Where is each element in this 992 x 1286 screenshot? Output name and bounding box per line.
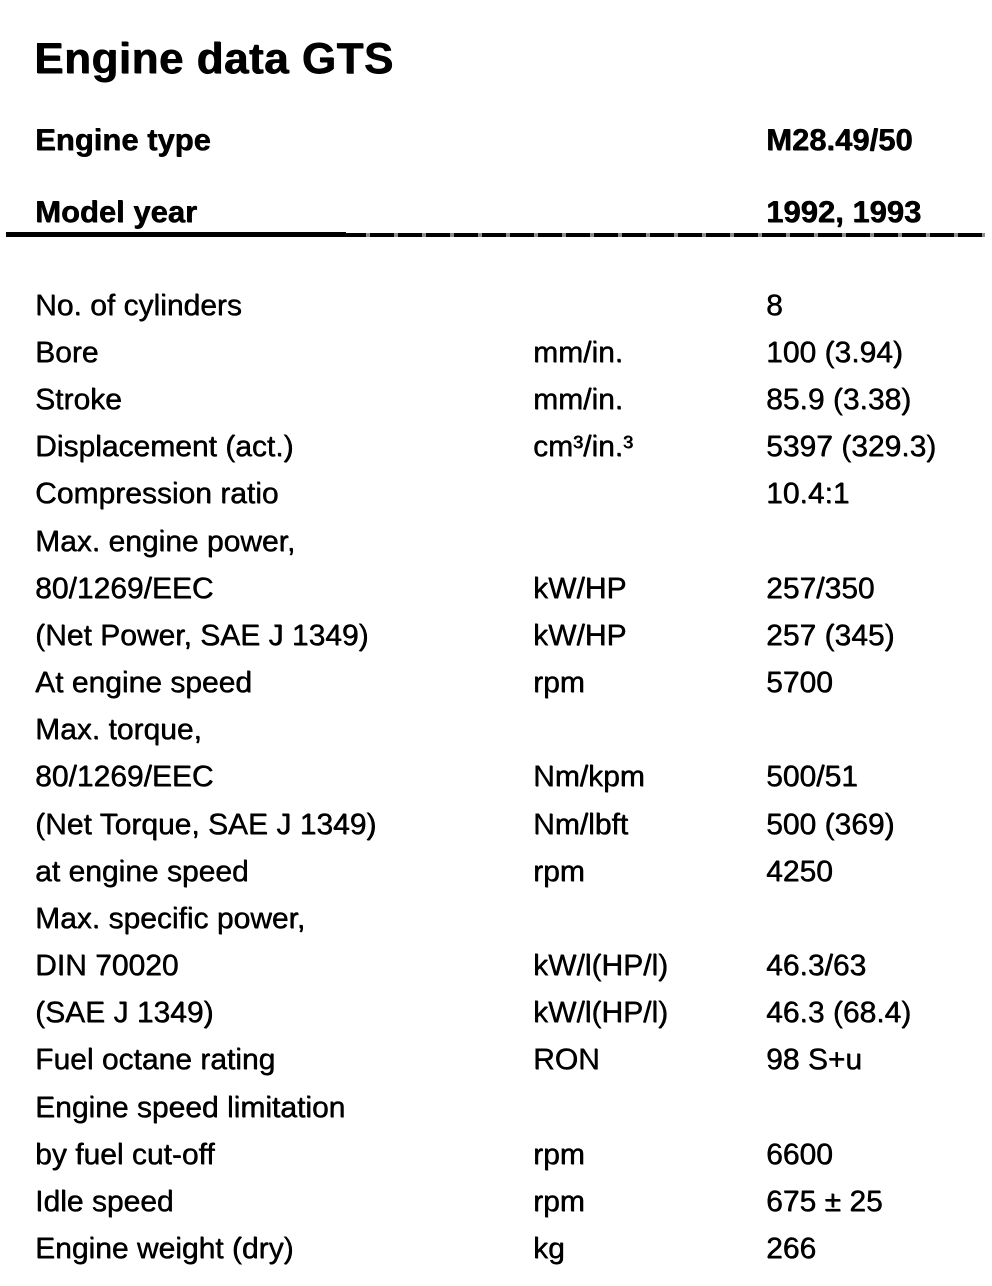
spec-unit: rpm [533,666,585,699]
spec-row: (Net Power, SAE J 1349) kW/HP 257 (345) [35,619,982,661]
spec-row: Max. engine power, [35,525,982,567]
spec-unit: rpm [533,855,585,888]
spec-unit: kg [533,1232,565,1265]
spec-unit: cm³/in.³ [533,430,633,463]
spec-label: (SAE J 1349) [35,996,214,1029]
spec-row: Bore mm/in. 100 (3.94) [35,336,982,378]
spec-row: 80/1269/EEC kW/HP 257/350 [35,572,982,614]
spec-value: 100 (3.94) [766,336,903,369]
spec-label: No. of cylinders [35,289,242,322]
divider-rule [6,233,985,237]
spec-row: (Net Torque, SAE J 1349) Nm/lbft 500 (36… [35,808,982,850]
spec-label: Bore [35,336,99,369]
spec-label: 80/1269/EEC [35,572,214,605]
spec-label: Max. specific power, [35,902,306,935]
spec-row: Max. torque, [35,713,982,755]
spec-unit: mm/in. [533,383,623,416]
spec-row: Max. specific power, [35,902,982,944]
spec-label: (Net Torque, SAE J 1349) [35,808,377,841]
spec-row: at engine speed rpm 4250 [35,855,982,897]
spec-row: Idle speed rpm 675 ± 25 [35,1185,982,1227]
engine-type-label: Engine type [35,122,211,157]
page-title: Engine data GTS [34,34,394,83]
spec-label: Displacement (act.) [35,430,294,463]
spec-unit: kW/l(HP/l) [533,949,668,982]
spec-unit: rpm [533,1185,585,1218]
spec-value: 98 S+u [766,1043,862,1076]
spec-value: 46.3 (68.4) [766,996,912,1029]
spec-value: 85.9 (3.38) [766,383,912,416]
spec-value: 8 [766,289,783,322]
model-year-row: Model year 1992, 1993 [35,194,982,234]
model-year-label: Model year [35,194,197,229]
spec-label: At engine speed [35,666,252,699]
spec-value: 6600 [766,1138,833,1171]
spec-row: Displacement (act.) cm³/in.³ 5397 (329.3… [35,430,982,472]
spec-value: 5397 (329.3) [766,430,937,463]
spec-value: 500 (369) [766,808,895,841]
spec-label: Idle speed [35,1185,174,1218]
engine-type-row: Engine type M28.49/50 [35,122,982,162]
spec-label: Stroke [35,383,122,416]
spec-row: Stroke mm/in. 85.9 (3.38) [35,383,982,425]
spec-unit: kW/l(HP/l) [533,996,668,1029]
spec-row: Compression ratio 10.4:1 [35,477,982,519]
spec-value: 266 [766,1232,817,1265]
spec-row: DIN 70020 kW/l(HP/l) 46.3/63 [35,949,982,991]
spec-unit: kW/HP [533,619,627,652]
spec-unit: Nm/kpm [533,760,645,793]
spec-value: 10.4:1 [766,477,850,510]
spec-unit: kW/HP [533,572,627,605]
spec-unit: rpm [533,1138,585,1171]
spec-value: 500/51 [766,760,858,793]
spec-label: Max. torque, [35,713,202,746]
spec-row: No. of cylinders 8 [35,289,982,331]
spec-value: 5700 [766,666,833,699]
spec-unit: Nm/lbft [533,808,629,841]
spec-value: 675 ± 25 [766,1185,883,1218]
spec-label: 80/1269/EEC [35,760,214,793]
divider-rule-accent [6,232,346,237]
spec-label: by fuel cut-off [35,1138,215,1171]
spec-label: at engine speed [35,855,249,888]
spec-label: Fuel octane rating [35,1043,276,1076]
spec-value: 4250 [766,855,833,888]
spec-unit: mm/in. [533,336,623,369]
spec-label: Engine weight (dry) [35,1232,294,1265]
spec-label: DIN 70020 [35,949,179,982]
spec-value: 257/350 [766,572,875,605]
spec-row: Fuel octane rating RON 98 S+u [35,1043,982,1085]
spec-label: Max. engine power, [35,525,296,558]
model-year-value: 1992, 1993 [766,194,922,229]
spec-value: 46.3/63 [766,949,867,982]
spec-label: (Net Power, SAE J 1349) [35,619,369,652]
spec-row: 80/1269/EEC Nm/kpm 500/51 [35,760,982,802]
spec-row: Engine weight (dry) kg 266 [35,1232,982,1274]
spec-row: At engine speed rpm 5700 [35,666,982,708]
spec-label: Compression ratio [35,477,279,510]
spec-row: by fuel cut-off rpm 6600 [35,1138,982,1180]
spec-unit: RON [533,1043,600,1076]
spec-row: Engine speed limitation [35,1091,982,1133]
spec-value: 257 (345) [766,619,895,652]
spec-label: Engine speed limitation [35,1091,346,1124]
engine-type-value: M28.49/50 [766,122,913,157]
spec-row: (SAE J 1349) kW/l(HP/l) 46.3 (68.4) [35,996,982,1038]
